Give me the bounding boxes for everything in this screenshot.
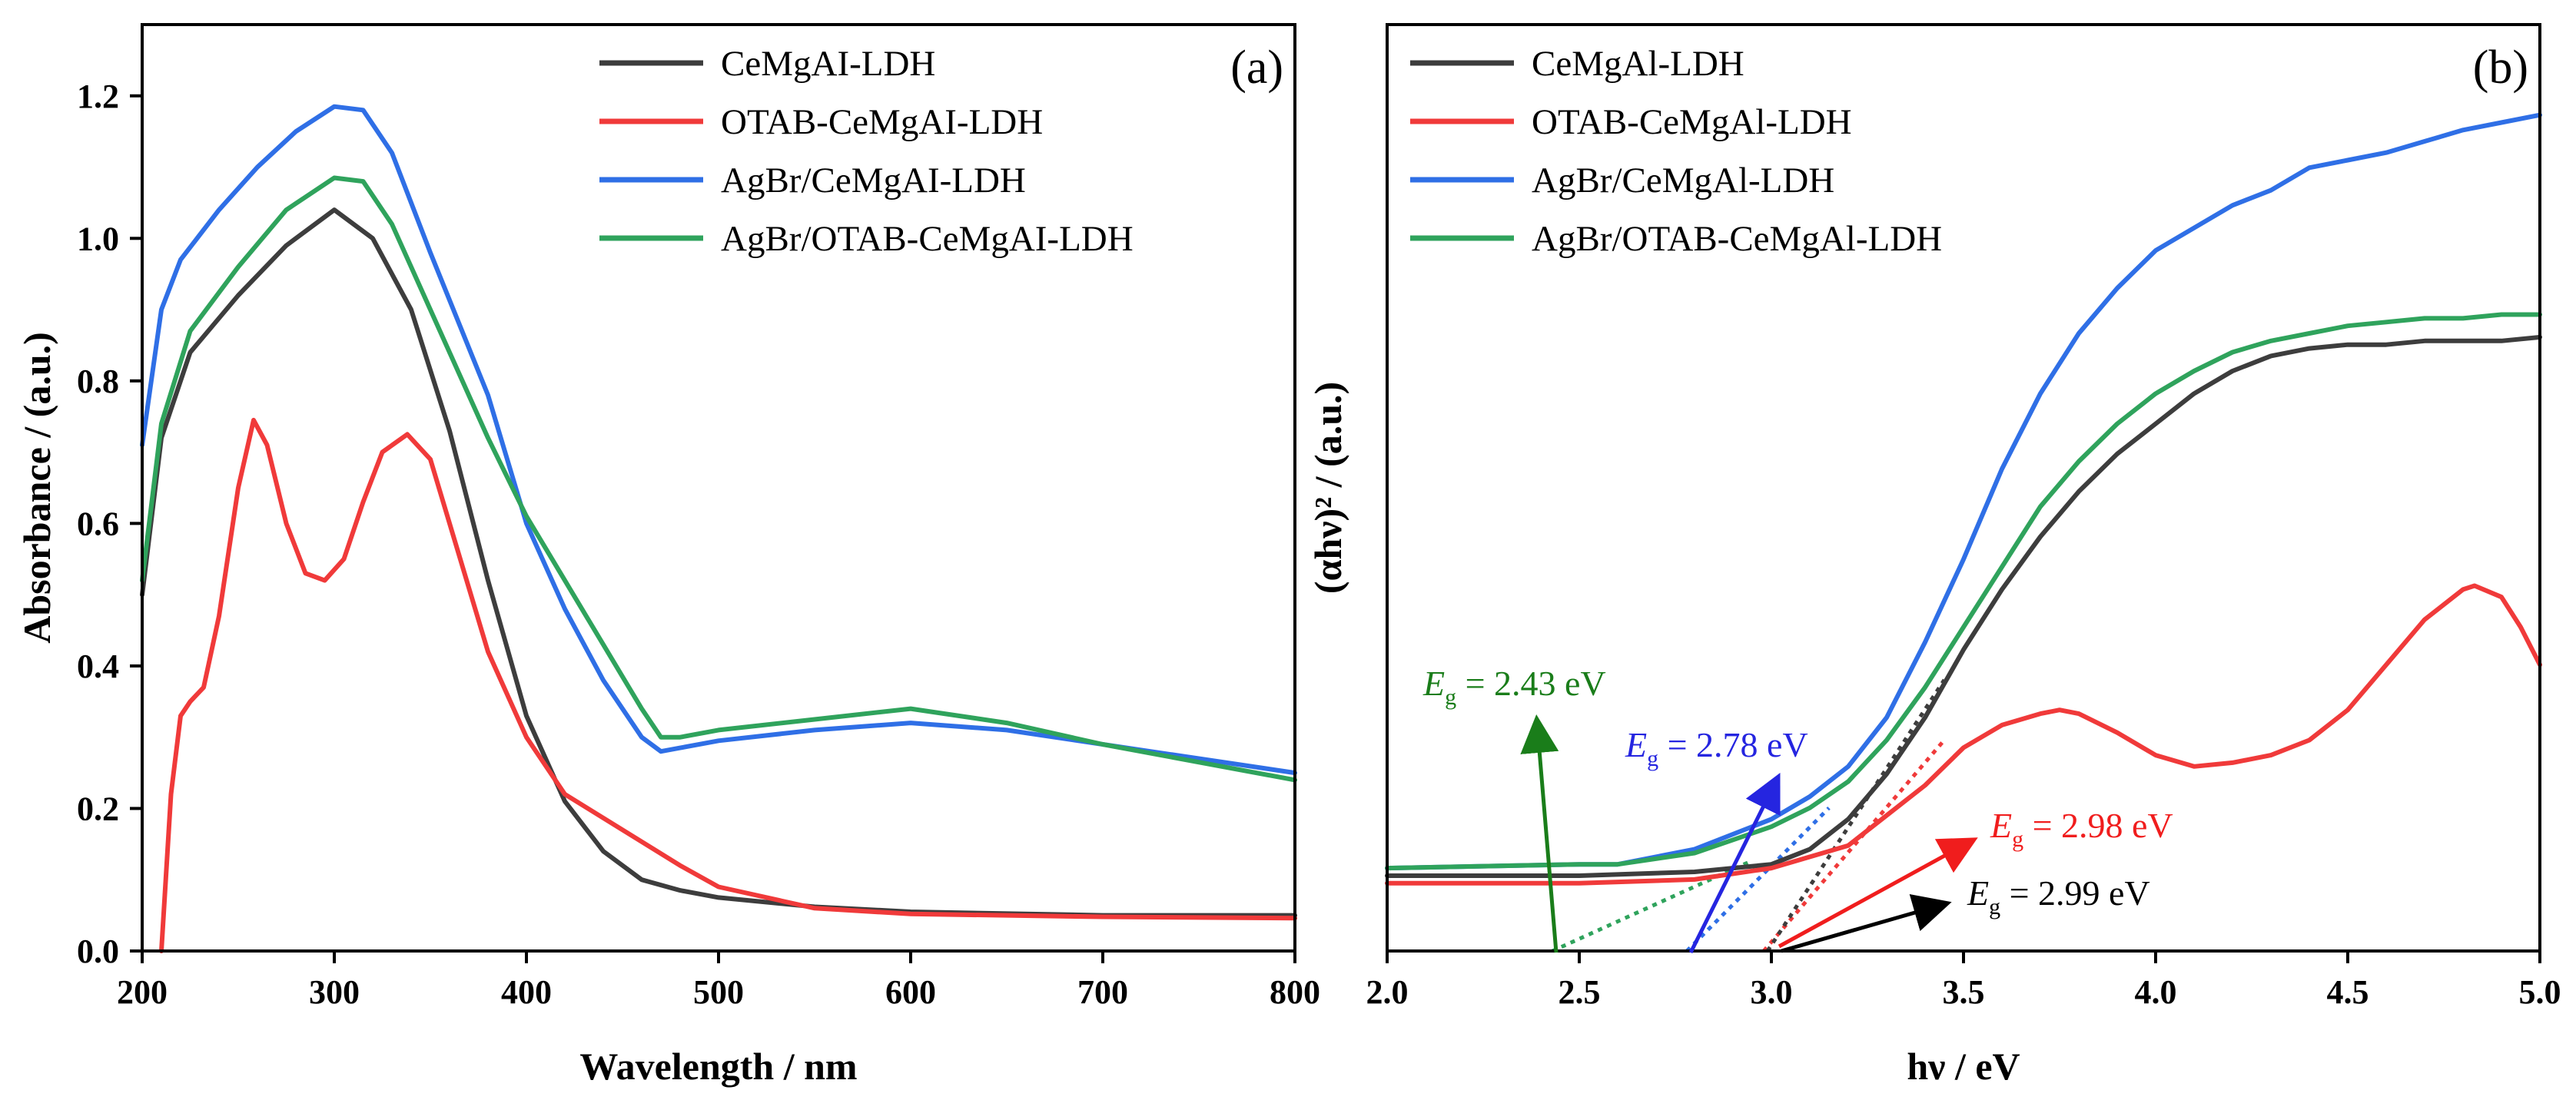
x-tick-label: 600: [885, 973, 936, 1011]
series-line-a-0: [140, 207, 1297, 918]
legend-b-label-2: AgBr/CeMgAl-LDH: [1532, 161, 1834, 200]
tangent-line-2: [1762, 738, 1946, 953]
x-tick-label: 400: [501, 973, 552, 1011]
legend-a-label-0: CeMgAI-LDH: [721, 44, 935, 84]
series-line-b-0: [1385, 334, 2542, 878]
legend-a-label-1: OTAB-CeMgAI-LDH: [721, 102, 1043, 142]
x-tick-label: 300: [309, 973, 360, 1011]
panel-a-legend: CeMgAI-LDH OTAB-CeMgAI-LDH AgBr/CeMgAI-L…: [599, 44, 1134, 259]
tangent-line-3: [1765, 678, 1947, 953]
x-tick-label: 3.5: [1943, 973, 1985, 1011]
eg-arrow-2-98: [1778, 837, 1978, 949]
x-tick-label: 2.0: [1366, 973, 1409, 1011]
eg-label-2-99: Eg = 2.99 eV: [1967, 873, 2150, 919]
legend-b-label-0: CeMgAl-LDH: [1532, 44, 1744, 84]
panel-b-xticks: 2.0 2.5 3.0 3.5 4.0 4.5 5.0: [1366, 951, 2561, 1011]
series-line-a-1: [159, 417, 1297, 953]
x-tick-label: 5.0: [2519, 973, 2561, 1011]
panel-b-label: (b): [2473, 41, 2528, 94]
eg-annotations: Eg = 2.43 eV Eg = 2.78 eV Eg = 2.98 eV E…: [1422, 664, 2173, 954]
y-tick-label: 0.0: [77, 933, 119, 970]
legend-b-label-3: AgBr/OTAB-CeMgAl-LDH: [1532, 219, 1942, 259]
series-line-a-3: [140, 175, 1297, 783]
panel-b-xlabel: hν / eV: [1907, 1045, 2020, 1088]
eg-label-2-98: Eg = 2.98 eV: [1990, 806, 2173, 852]
series-line-b-1: [1385, 583, 2542, 886]
panel-a-frame: [141, 23, 1296, 953]
y-tick-label: 1.2: [77, 78, 119, 115]
panel-a-xlabel: Wavelength / nm: [579, 1045, 857, 1088]
y-tick-label: 0.8: [77, 363, 119, 400]
y-tick-label: 1.0: [77, 220, 119, 257]
panel-b-legend: CeMgAl-LDH OTAB-CeMgAl-LDH AgBr/CeMgAl-L…: [1410, 44, 1942, 259]
legend-b-label-1: OTAB-CeMgAl-LDH: [1532, 102, 1852, 142]
panel-a-label: (a): [1230, 41, 1283, 94]
panel-a-ylabel: Absorbance / (a.u.): [15, 332, 58, 644]
series-line-b-3: [1385, 312, 2542, 871]
x-tick-label: 2.5: [1559, 973, 1601, 1011]
legend-a-label-3: AgBr/OTAB-CeMgAI-LDH: [721, 219, 1134, 259]
panel-b-series: [1385, 112, 2542, 886]
y-tick-label: 0.2: [77, 790, 119, 827]
legend-a-label-2: AgBr/CeMgAI-LDH: [721, 161, 1026, 200]
eg-arrow-2-43: [1520, 714, 1559, 953]
panel-a: 200 300 400 500 600 700 800 0.0 0.2 0.4 0.6 0.8 1.0…: [15, 23, 1320, 1088]
eg-arrow-2-78: [1688, 773, 1781, 954]
panel-a-series: [140, 104, 1297, 953]
panel-b-ylabel: (αhν)² / (a.u.): [1306, 382, 1349, 594]
eg-arrow-2-99: [1781, 894, 1952, 953]
x-tick-label: 3.0: [1751, 973, 1793, 1011]
x-tick-label: 500: [693, 973, 744, 1011]
eg-label-2-78: Eg = 2.78 eV: [1625, 725, 1808, 771]
eg-label-2-43: Eg = 2.43 eV: [1422, 664, 1606, 710]
tangent-line-1: [1685, 806, 1831, 953]
x-tick-label: 800: [1270, 973, 1320, 1011]
y-tick-label: 0.6: [77, 505, 119, 542]
series-line-b-2: [1385, 112, 2542, 871]
panel-a-xticks: 200 300 400 500 600 700 800: [117, 951, 1320, 1011]
x-tick-label: 700: [1077, 973, 1128, 1011]
panel-b: 2.0 2.5 3.0 3.5 4.0 4.5 5.0 hν / eV (αhν)² / (…: [1306, 23, 2561, 1088]
y-tick-label: 0.4: [77, 648, 119, 685]
x-tick-label: 200: [117, 973, 168, 1011]
x-tick-label: 4.5: [2327, 973, 2369, 1011]
x-tick-label: 4.0: [2135, 973, 2177, 1011]
panel-a-yticks: 0.0 0.2 0.4 0.6 0.8 1.0 1.2: [77, 78, 142, 970]
series-line-a-2: [140, 104, 1297, 776]
